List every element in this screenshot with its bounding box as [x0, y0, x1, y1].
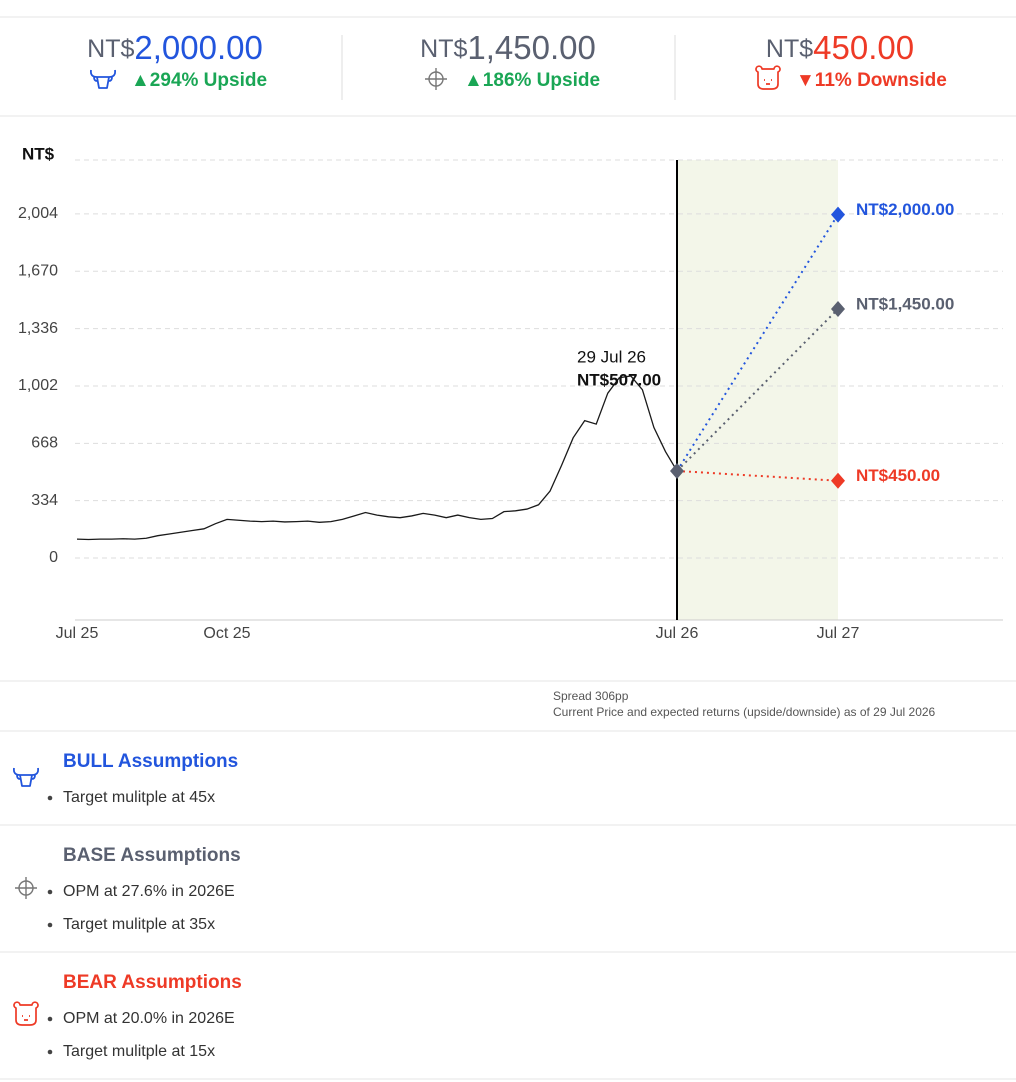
assumption-item: OPM at 20.0% in 2026E: [63, 1010, 235, 1027]
x-tick-label: Jul 27: [817, 625, 860, 642]
assumption-title: BEAR Assumptions: [63, 972, 242, 993]
currency: NT$: [420, 35, 467, 63]
annotation-date: 29 Jul 26: [577, 347, 646, 366]
x-tick-label: Jul 25: [56, 625, 99, 642]
target-price-line: NT$1,450.00: [420, 29, 596, 66]
y-axis-label: NT$: [22, 144, 55, 163]
assumption-title: BASE Assumptions: [63, 845, 241, 866]
assumption-item: Target mulitple at 35x: [63, 916, 215, 933]
bullet: [47, 795, 53, 801]
bullet: [47, 922, 53, 928]
bullet: [47, 1049, 53, 1055]
icon: [89, 69, 117, 89]
y-tick-label: 1,670: [18, 262, 58, 279]
icon: [424, 67, 448, 91]
x-tick-label: Oct 25: [203, 625, 250, 642]
currency: NT$: [87, 35, 134, 63]
assumption-item: Target mulitple at 45x: [63, 789, 215, 806]
target-price-line: NT$2,000.00: [87, 29, 263, 66]
spread-note: Spread 306pp: [553, 689, 629, 703]
as-of-note: Current Price and expected returns (upsi…: [553, 705, 936, 719]
target-change: ▲294% Upside: [131, 70, 267, 91]
currency: NT$: [766, 35, 813, 63]
target-price: 450.00: [813, 29, 914, 66]
target-marker: [831, 301, 845, 318]
target-change: ▲186% Upside: [464, 70, 600, 91]
projection-line: [676, 308, 839, 472]
y-tick-label: 1,002: [18, 377, 58, 394]
annotation-value: NT$507.00: [577, 370, 661, 389]
target-label: NT$1,450.00: [856, 295, 954, 314]
bullet: [47, 889, 53, 895]
icon: [14, 876, 38, 900]
target-marker: [831, 472, 845, 489]
icon: [755, 65, 781, 90]
target-label: NT$450.00: [856, 466, 940, 485]
target-label: NT$2,000.00: [856, 200, 954, 219]
assumption-title: BULL Assumptions: [63, 751, 238, 772]
y-tick-label: 2,004: [18, 205, 58, 222]
projection-line: [676, 214, 839, 472]
icon: [13, 1001, 39, 1026]
target-price: 2,000.00: [134, 29, 262, 66]
assumption-item: OPM at 27.6% in 2026E: [63, 883, 235, 900]
target-change: ▼11% Downside: [796, 70, 947, 91]
current-marker: [670, 462, 684, 479]
bullet: [47, 1016, 53, 1022]
x-tick-label: Jul 26: [656, 625, 699, 642]
y-tick-label: 0: [49, 549, 58, 566]
y-tick-label: 334: [31, 492, 58, 509]
assumption-item: Target mulitple at 15x: [63, 1043, 215, 1060]
icon: [12, 767, 40, 787]
y-tick-label: 668: [31, 435, 58, 452]
y-tick-label: 1,336: [18, 320, 58, 337]
target-marker: [831, 206, 845, 223]
price-line: [76, 375, 678, 541]
target-price-line: NT$450.00: [766, 29, 914, 66]
target-price: 1,450.00: [467, 29, 595, 66]
